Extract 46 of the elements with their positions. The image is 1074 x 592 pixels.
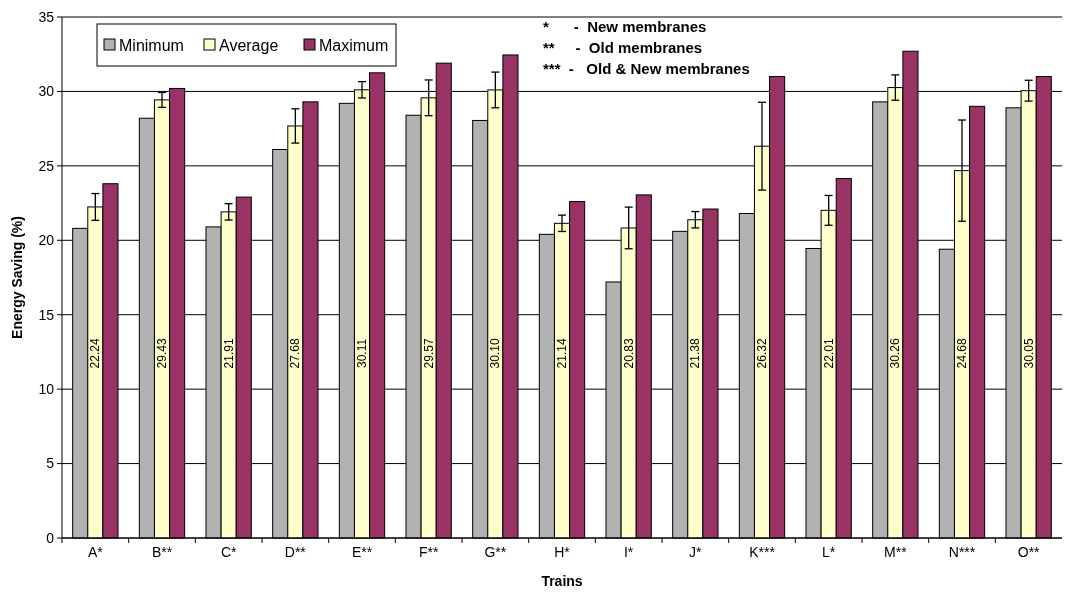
data-label: 22.24 [88,338,103,369]
x-tick-label: I* [623,544,634,560]
data-label: 26.32 [755,338,769,369]
x-tick-label: L* [822,544,836,560]
x-tick-label: N*** [948,544,976,560]
data-label: 30.11 [355,338,369,368]
x-tick-label: D** [284,544,307,560]
x-axis-title: Trains [541,573,583,589]
x-tick-label: E** [351,544,373,560]
data-label: 29.57 [421,338,436,369]
y-tick-label: 10 [38,381,55,398]
x-tick-label: A* [87,544,104,560]
data-label: 21.38 [688,338,703,369]
y-tick-label: 35 [38,8,55,25]
y-tick-label: 20 [38,232,55,249]
y-axis-title: Energy Saving (%) [9,216,25,339]
data-label: 29.43 [155,338,169,369]
x-tick-label: G** [484,544,507,560]
x-tick-label: H* [554,544,571,560]
legend-label: Average [219,36,279,54]
data-label: 30.10 [488,338,503,369]
x-tick-label: M** [884,544,908,560]
annotation: *** - Old & New membranes [543,60,750,77]
x-tick-label: O** [1017,544,1041,560]
x-tick-label: J* [689,544,703,560]
data-label: 27.68 [288,338,303,369]
data-label: 21.14 [555,338,569,369]
x-tick-label: K*** [749,544,776,560]
y-tick-label: 0 [46,529,55,546]
x-tick-label: F** [418,544,439,560]
data-label: 22.01 [821,338,836,369]
x-tick-label: C* [220,544,237,560]
annotation: * - New membranes [543,18,707,35]
y-tick-label: 25 [38,157,55,174]
legend-label: Maximum [319,36,389,54]
y-tick-label: 15 [38,306,55,323]
y-tick-label: 30 [38,83,55,100]
data-label: 21.91 [221,338,236,369]
x-tick-label: B** [151,544,173,560]
annotation: ** - Old membranes [543,39,703,56]
legend-label: Minimum [119,36,184,54]
data-label: 24.68 [955,338,969,369]
y-tick-label: 5 [46,455,55,472]
data-label: 30.05 [1021,338,1036,369]
data-label: 20.83 [621,338,636,369]
data-label: 30.26 [888,338,903,369]
